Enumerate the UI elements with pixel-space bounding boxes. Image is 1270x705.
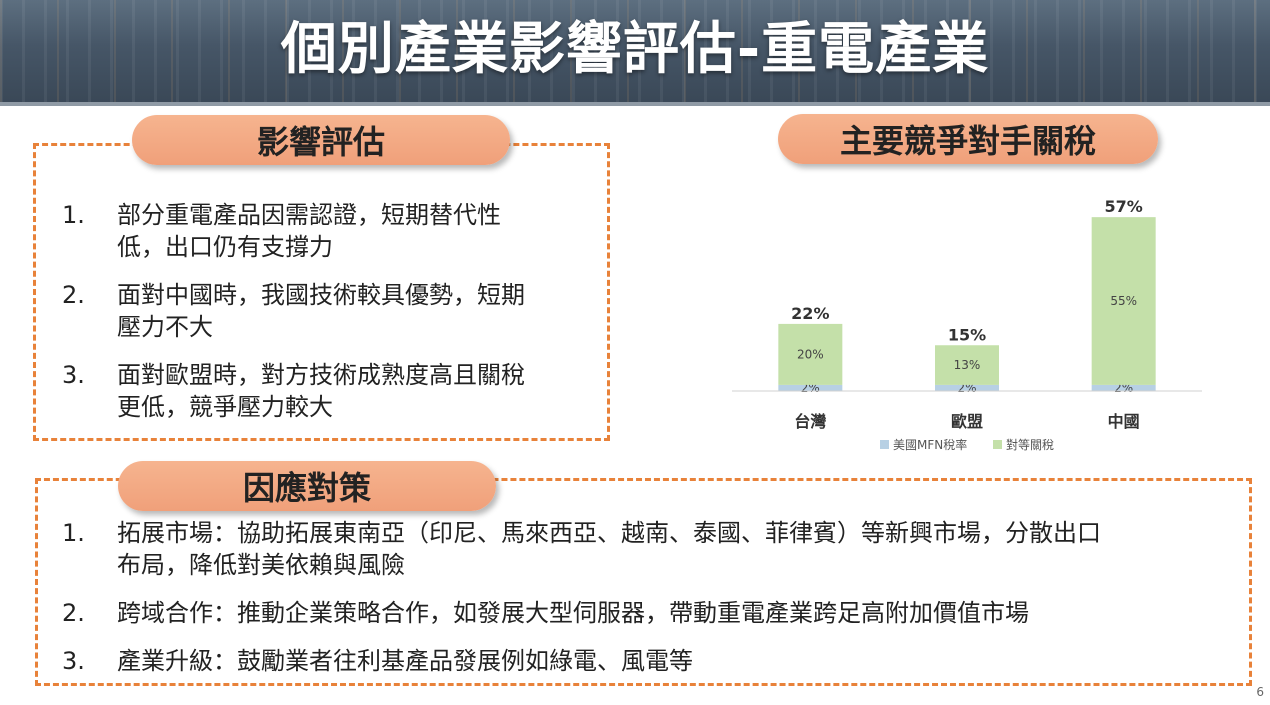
response-item-1-line2: 布局，降低對美依賴與風險 xyxy=(117,551,405,579)
impact-item-3-line1: 面對歐盟時，對方技術成熟度高且關稅 xyxy=(117,361,525,389)
response-item-1-line1: 拓展市場：協助拓展東南亞（印尼、馬來西亞、越南、泰國、菲律賓）等新興市場，分散出… xyxy=(117,519,1101,547)
total-label-1: 22% xyxy=(791,304,829,323)
response-item-1: 1. 拓展市場：協助拓展東南亞（印尼、馬來西亞、越南、泰國、菲律賓）等新興市場，… xyxy=(62,517,1242,581)
bar-reciprocal-1 xyxy=(778,323,843,385)
total-label-2: 15% xyxy=(948,325,986,344)
response-item-3-number: 3. xyxy=(62,647,85,675)
impact-item-2-line1: 面對中國時，我國技術較具優勢，短期 xyxy=(117,281,525,309)
response-item-2-text: 跨域合作：推動企業策略合作，如發展大型伺服器，帶動重電產業跨足高附加價值市場 xyxy=(117,599,1029,627)
legend-swatch-mfn xyxy=(880,440,889,449)
category-label-3: 中國 xyxy=(1108,412,1140,431)
legend-swatch-reciprocal xyxy=(993,440,1002,449)
category-label-2: 歐盟 xyxy=(951,412,983,431)
header-banner xyxy=(0,0,1270,102)
bar-label-reciprocal-1: 20% xyxy=(797,347,824,361)
response-item-2-number: 2. xyxy=(62,599,85,627)
bar-label-reciprocal-2: 13% xyxy=(954,358,981,372)
impact-item-1-line1: 部分重電產品因需認證，短期替代性 xyxy=(117,201,501,229)
total-label-3: 57% xyxy=(1105,197,1143,216)
impact-item-1-text: 部分重電產品因需認證，短期替代性 低，出口仍有支撐力 xyxy=(117,199,501,263)
impact-item-2-text: 面對中國時，我國技術較具優勢，短期 壓力不大 xyxy=(117,279,525,343)
impact-item-3-line2: 更低，競爭壓力較大 xyxy=(117,393,333,421)
response-item-1-number: 1. xyxy=(62,519,85,547)
bar-mfn-3 xyxy=(1091,384,1156,391)
impact-item-3-number: 3. xyxy=(62,361,85,389)
response-box xyxy=(35,478,1252,686)
bar-mfn-1 xyxy=(778,384,843,391)
impact-item-3-text: 面對歐盟時，對方技術成熟度高且關稅 更低，競爭壓力較大 xyxy=(117,359,525,423)
bar-mfn-2 xyxy=(935,384,999,391)
impact-item-3: 3. 面對歐盟時，對方技術成熟度高且關稅 更低，競爭壓力較大 xyxy=(62,359,592,423)
bar-reciprocal-2 xyxy=(935,345,999,385)
page-title: 個別產業影響評估-重電產業 xyxy=(280,17,990,82)
impact-item-1-line2: 低，出口仍有支撐力 xyxy=(117,233,333,261)
legend-label-reciprocal: 對等關稅 xyxy=(1006,438,1054,452)
header-divider xyxy=(0,102,1270,106)
impact-item-1: 1. 部分重電產品因需認證，短期替代性 低，出口仍有支撐力 xyxy=(62,199,592,263)
response-item-1-text: 拓展市場：協助拓展東南亞（印尼、馬來西亞、越南、泰國、菲律賓）等新興市場，分散出… xyxy=(117,517,1101,581)
chart-heading: 主要競爭對手關稅 xyxy=(778,114,1158,164)
legend-label-mfn: 美國MFN稅率 xyxy=(893,437,967,452)
impact-item-2: 2. 面對中國時，我國技術較具優勢，短期 壓力不大 xyxy=(62,279,592,343)
page-number: 6 xyxy=(1256,685,1264,699)
response-item-3-text: 產業升級：鼓勵業者往利基產品發展例如綠電、風電等 xyxy=(117,647,693,675)
impact-item-2-line2: 壓力不大 xyxy=(117,313,213,341)
bar-reciprocal-3 xyxy=(1091,217,1156,385)
category-label-1: 台灣 xyxy=(794,412,826,431)
response-item-2: 2. 跨域合作：推動企業策略合作，如發展大型伺服器，帶動重電產業跨足高附加價值市… xyxy=(62,597,1242,629)
response-item-3: 3. 產業升級：鼓勵業者往利基產品發展例如綠電、風電等 xyxy=(62,645,1242,677)
response-heading: 因應對策 xyxy=(118,461,496,511)
bar-label-reciprocal-3: 55% xyxy=(1110,294,1137,308)
impact-item-2-number: 2. xyxy=(62,281,85,309)
impact-item-1-number: 1. xyxy=(62,201,85,229)
impact-heading: 影響評估 xyxy=(132,115,510,165)
